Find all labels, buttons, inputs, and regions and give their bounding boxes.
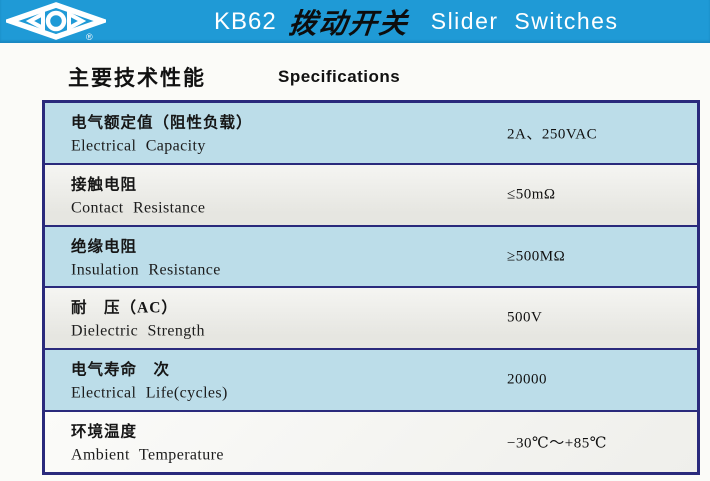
spec-value: 500V <box>507 309 543 326</box>
spec-label-zh: 电气额定值（阻性负载） <box>71 114 253 132</box>
registered-trademark-mark: ® <box>86 32 93 42</box>
spec-label-zh: 电气寿命 次 <box>71 361 171 379</box>
spec-label-zh: 耐 压（AC） <box>71 299 178 317</box>
title-english: Slider Switches <box>430 8 619 34</box>
table-row-dielectric-strength: 耐 压（AC） Dielectric Strength 500V <box>45 288 697 351</box>
spec-label: 接触电阻 Contact Resistance <box>71 172 205 217</box>
title-chinese: 拨动开关 <box>286 7 411 39</box>
spec-label-en: Dielectric Strength <box>71 322 205 340</box>
spec-label-zh: 环境温度 <box>71 423 138 441</box>
spec-label-zh: 接触电阻 <box>71 176 138 194</box>
table-row-ambient-temperature: 环境温度 Ambient Temperature −30℃～+85℃ <box>45 412 697 472</box>
table-row-insulation-resistance: 绝缘电阻 Insulation Resistance ≥500MΩ <box>45 226 697 289</box>
spec-value: ≥500MΩ <box>507 248 566 265</box>
spec-label-zh: 绝缘电阻 <box>71 238 138 256</box>
spec-label-en: Ambient Temperature <box>71 446 224 464</box>
spec-label-en: Electrical Capacity <box>71 137 206 155</box>
spec-label: 电气寿命 次 Electrical Life(cycles) <box>71 358 228 403</box>
page-header: ® KB62 拨动开关 Slider Switches <box>0 0 710 43</box>
spec-value: 2A、250VAC <box>507 126 598 143</box>
spec-label-en: Contact Resistance <box>71 199 206 217</box>
table-row-electrical-life: 电气寿命 次 Electrical Life(cycles) 20000 <box>45 350 697 413</box>
section-heading-chinese: 主要技术性能 <box>68 67 206 90</box>
spec-value: −30℃～+85℃ <box>507 435 607 452</box>
spec-label: 环境温度 Ambient Temperature <box>71 420 224 465</box>
brand-diamond-logo-icon: ® <box>6 2 106 42</box>
page-title: KB62 拨动开关 Slider Switches <box>214 0 618 43</box>
spec-label: 电气额定值（阻性负载） Electrical Capacity <box>71 110 253 155</box>
specifications-table: 电气额定值（阻性负载） Electrical Capacity 2A、250VA… <box>42 100 700 475</box>
spec-label-en: Insulation Resistance <box>71 261 221 279</box>
table-row-contact-resistance: 接触电阻 Contact Resistance ≤50mΩ <box>45 164 697 227</box>
section-heading-english: Specifications <box>278 67 401 86</box>
spec-label: 耐 压（AC） Dielectric Strength <box>71 296 205 341</box>
spec-value: ≤50mΩ <box>507 186 556 203</box>
spec-value: 20000 <box>507 371 547 388</box>
spec-label-en: Electrical Life(cycles) <box>71 384 228 402</box>
spec-label: 绝缘电阻 Insulation Resistance <box>71 234 221 279</box>
model-number: KB62 <box>214 7 277 35</box>
table-row-electrical-capacity: 电气额定值（阻性负载） Electrical Capacity 2A、250VA… <box>45 103 697 165</box>
